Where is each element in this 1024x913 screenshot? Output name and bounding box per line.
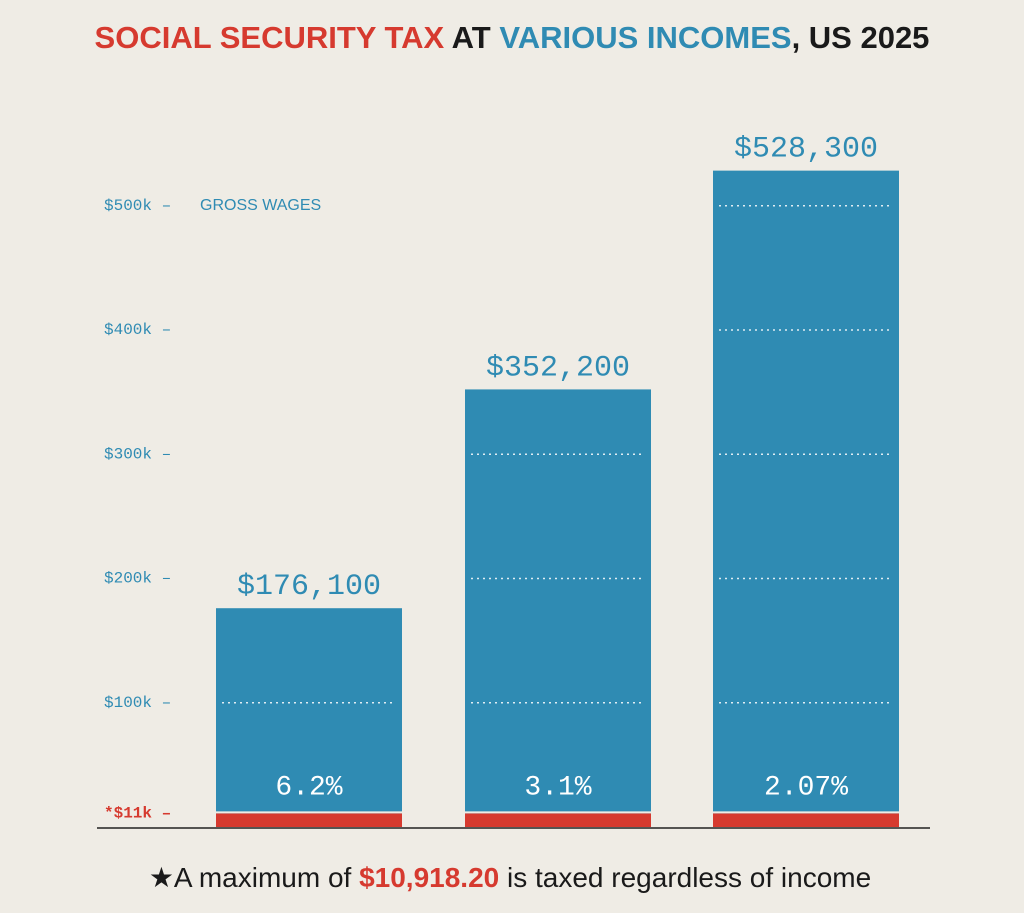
y-tick-label: *$11k – — [104, 805, 171, 823]
y-tick-label: $100k – — [104, 694, 171, 712]
text-part: AT — [444, 20, 499, 55]
footnote: ★A maximum of $10,918.20 is taxed regard… — [149, 862, 871, 893]
value-label: $528,300 — [734, 133, 878, 167]
rate-label: 3.1% — [524, 772, 591, 803]
value-label: $176,100 — [237, 570, 381, 604]
rate-label: 6.2% — [275, 772, 342, 803]
rate-label: 2.07% — [764, 772, 848, 803]
text-part: VARIOUS INCOMES — [499, 20, 791, 55]
text-part: , US 2025 — [792, 20, 930, 55]
y-axis-label: GROSS WAGES — [200, 197, 321, 214]
text-part: $10,918.20 — [359, 862, 499, 893]
bar — [465, 389, 651, 827]
y-tick-label: $400k – — [104, 321, 171, 339]
bar — [216, 608, 402, 827]
value-label: $352,200 — [486, 351, 630, 385]
y-tick-label: $200k – — [104, 570, 171, 588]
bar — [713, 170, 899, 828]
text-part: is taxed regardless of income — [499, 862, 871, 893]
tax-bar — [216, 813, 402, 827]
y-tick-label: $500k – — [104, 197, 171, 215]
tax-bar — [465, 813, 651, 827]
text-part: ★A maximum of — [149, 862, 359, 893]
y-tick-label: $300k – — [104, 445, 171, 463]
text-part: SOCIAL SECURITY TAX — [95, 20, 445, 55]
chart-title: SOCIAL SECURITY TAX AT VARIOUS INCOMES, … — [95, 20, 930, 55]
tax-bar — [713, 813, 899, 827]
